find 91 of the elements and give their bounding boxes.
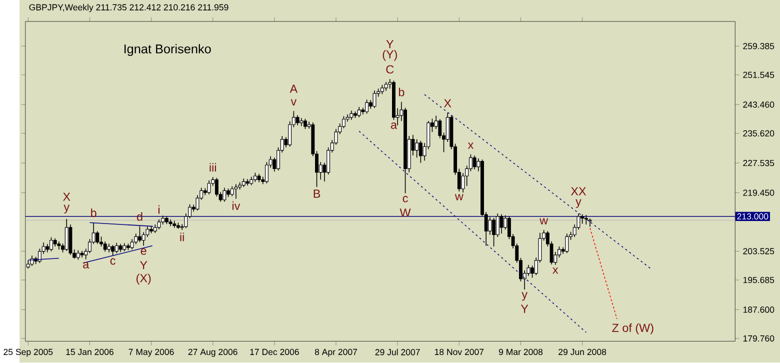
annotation: iv bbox=[232, 202, 240, 210]
candlestick bbox=[138, 226, 142, 243]
annotation: XX bbox=[570, 187, 586, 196]
annotation: x bbox=[468, 142, 474, 149]
y-tick-label: 259.385 bbox=[743, 43, 774, 50]
annotation: A bbox=[290, 84, 298, 93]
annotation: Y bbox=[386, 40, 394, 48]
candlestick bbox=[96, 230, 100, 244]
candlestick bbox=[488, 216, 492, 236]
candlestick bbox=[496, 213, 500, 238]
annotation: c bbox=[402, 196, 408, 202]
x-tick-label: 18 Nov 2007 bbox=[434, 348, 484, 356]
candlestick bbox=[415, 139, 419, 158]
candlestick bbox=[418, 140, 422, 164]
annotation: y bbox=[576, 199, 582, 208]
annotation: (X) bbox=[136, 274, 151, 285]
candlestick bbox=[580, 214, 584, 224]
candlestick bbox=[365, 99, 369, 114]
candlestick bbox=[565, 233, 569, 254]
candlestick bbox=[472, 155, 476, 170]
chart-title: GBPJPY,Weekly 211.735 212.412 210.216 211.959 bbox=[29, 4, 228, 12]
candlestick bbox=[357, 106, 361, 118]
y-tick-label: 243.460 bbox=[743, 102, 774, 108]
candlestick bbox=[230, 186, 234, 197]
annotation: y bbox=[522, 292, 528, 301]
candlestick bbox=[588, 218, 592, 228]
candlestick bbox=[350, 110, 354, 120]
annotation: Y bbox=[140, 261, 148, 270]
candlestick bbox=[50, 237, 53, 252]
candlestick bbox=[380, 84, 384, 95]
annotation: v bbox=[290, 99, 297, 106]
x-tick-label: 25 Sep 2005 bbox=[4, 348, 53, 357]
annotation: ii bbox=[180, 232, 184, 242]
annotation: i bbox=[158, 205, 160, 214]
y-tick-label: 219.450 bbox=[743, 190, 774, 196]
x-tick-label: 7 May 2006 bbox=[128, 348, 174, 357]
annotation: Ignat Borisenko bbox=[124, 44, 211, 56]
x-tick-label: 29 Jun 2008 bbox=[558, 348, 606, 356]
annotation: b bbox=[91, 208, 96, 218]
y-tick-label: 179.760 bbox=[743, 335, 774, 342]
annotation: X bbox=[62, 192, 70, 201]
x-tick-label: 27 Aug 2006 bbox=[188, 348, 238, 357]
ref-line-label: 213.000 bbox=[737, 213, 768, 220]
candlestick bbox=[372, 90, 376, 109]
x-tick-label: 9 Mar 2008 bbox=[498, 348, 543, 356]
candlestick bbox=[304, 118, 307, 130]
candlestick bbox=[76, 250, 80, 260]
y-tick-label: 195.685 bbox=[743, 277, 774, 284]
candlestick bbox=[296, 114, 300, 126]
annotation: Y bbox=[520, 304, 528, 313]
x-tick-label: 17 Dec 2006 bbox=[250, 348, 299, 356]
candlestick bbox=[207, 180, 211, 195]
annotation: c bbox=[110, 258, 116, 265]
annotation: C bbox=[386, 65, 394, 74]
y-tick-label: 187.600 bbox=[743, 306, 774, 313]
candlestick bbox=[584, 214, 588, 226]
candlestick bbox=[103, 241, 107, 252]
annotation: iii bbox=[210, 163, 216, 172]
candlestick bbox=[157, 219, 161, 230]
annotation: (Y) bbox=[382, 50, 397, 62]
candlestick bbox=[253, 172, 257, 182]
candlestick bbox=[288, 121, 292, 148]
annotation: w bbox=[540, 218, 548, 225]
candlestick bbox=[438, 118, 442, 139]
annotation: a bbox=[390, 122, 397, 130]
y-tick-label: 251.545 bbox=[743, 72, 774, 78]
annotation: B bbox=[314, 190, 320, 198]
y-tick-label: 227.535 bbox=[743, 160, 774, 166]
candlestick bbox=[114, 242, 118, 254]
annotation: a bbox=[83, 262, 90, 269]
candlestick bbox=[196, 194, 200, 212]
annotation: W bbox=[400, 208, 411, 217]
candlestick bbox=[64, 218, 68, 252]
y-tick-label: 235.620 bbox=[743, 130, 774, 137]
annotation: b bbox=[398, 88, 404, 96]
annotation: w bbox=[454, 194, 464, 200]
candlestick bbox=[111, 244, 115, 256]
y-tick-label: 203.525 bbox=[743, 248, 774, 254]
annotation: e bbox=[140, 248, 146, 255]
candlestick bbox=[500, 214, 504, 234]
annotation: x bbox=[552, 268, 558, 274]
x-tick-label: 8 Apr 2007 bbox=[314, 348, 358, 357]
annotation: X bbox=[444, 99, 452, 108]
candlestick bbox=[492, 218, 496, 248]
candlestick bbox=[234, 184, 238, 200]
candlestick bbox=[222, 188, 226, 202]
annotation: Z of (W) bbox=[612, 324, 654, 334]
x-tick-label: 29 Jul 2007 bbox=[375, 348, 420, 356]
annotation: y bbox=[64, 204, 70, 214]
candlestick bbox=[214, 178, 218, 198]
x-tick-label: 15 Jan 2006 bbox=[66, 348, 114, 356]
